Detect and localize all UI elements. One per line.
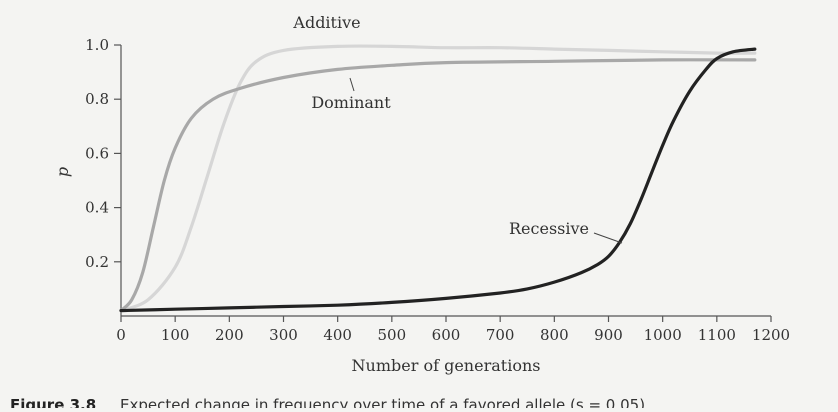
x-tick-label-7: 700 — [486, 326, 515, 344]
y-ticks: 0.2 0.4 0.6 0.8 1.0 — [85, 36, 121, 271]
annotation-dominant-leader — [349, 77, 355, 92]
x-tick-label-1: 100 — [161, 326, 190, 344]
y-tick-label-3: 0.8 — [85, 90, 109, 108]
x-tick-label-12: 1200 — [752, 326, 790, 344]
x-tick-label-5: 500 — [378, 326, 407, 344]
x-tick-label-10: 1000 — [644, 326, 682, 344]
x-tick-label-0: 0 — [116, 326, 126, 344]
x-tick-label-9: 900 — [594, 326, 623, 344]
figure-caption: Figure 3.8 Expected change in frequency … — [10, 396, 645, 412]
annotation-additive: Additive — [292, 13, 360, 32]
caption-label: Figure 3.8 — [10, 396, 96, 408]
caption-text: Expected change in frequency over time o… — [120, 396, 645, 408]
x-tick-label-6: 600 — [432, 326, 461, 344]
series-group — [119, 44, 757, 313]
x-tick-label-4: 400 — [323, 326, 352, 344]
series-line-additive — [119, 44, 757, 313]
annotation-recessive-leader — [593, 232, 623, 244]
series-line-recessive — [119, 47, 757, 313]
annotation-recessive: Recessive — [509, 219, 589, 238]
x-ticks: 0 100 200 300 400 500 600 700 800 900 1000 1100 1200 — [116, 316, 790, 344]
x-tick-label-3: 300 — [269, 326, 298, 344]
x-tick-label-11: 1100 — [698, 326, 736, 344]
annotation-dominant: Dominant — [311, 93, 391, 112]
x-axis-title: Number of generations — [352, 356, 541, 375]
y-tick-label-0: 0.2 — [85, 253, 109, 271]
x-tick-label-2: 200 — [215, 326, 244, 344]
y-axis-title: p — [53, 167, 72, 177]
series-line-dominant — [119, 58, 757, 313]
x-tick-label-8: 800 — [540, 326, 569, 344]
y-tick-label-4: 1.0 — [85, 36, 109, 54]
plot-area: 0 100 200 300 400 500 600 700 800 900 1000 1100 1200… — [53, 13, 790, 375]
y-tick-label-2: 0.6 — [85, 144, 109, 162]
y-tick-label-1: 0.4 — [85, 199, 109, 217]
